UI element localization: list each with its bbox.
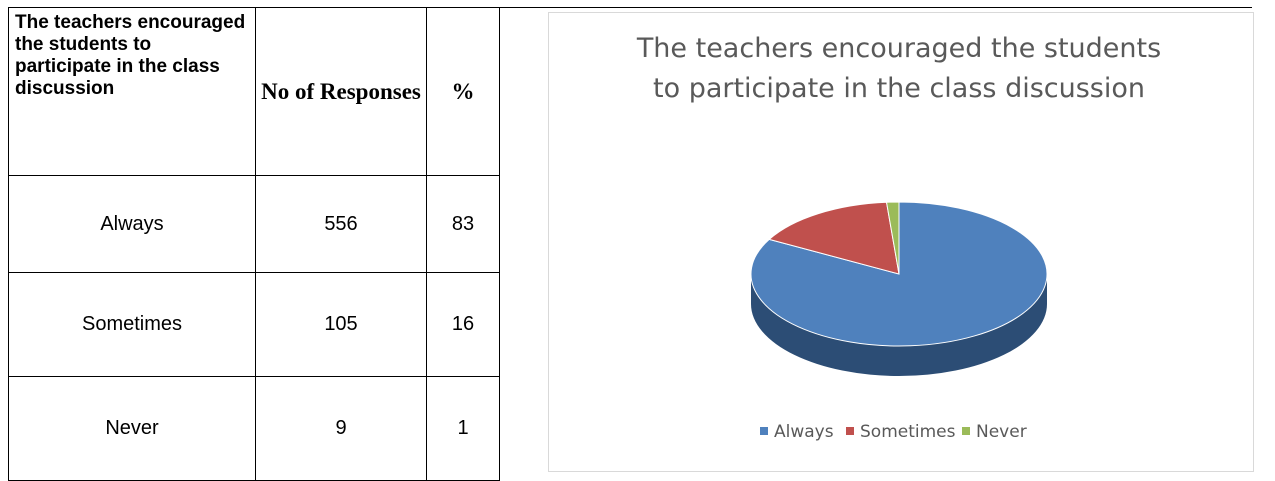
chart: The teachers encouraged the students to … xyxy=(548,12,1254,472)
header-cell: % xyxy=(426,7,500,176)
legend-label: Never xyxy=(976,422,1027,442)
cell: 9 xyxy=(255,376,427,481)
cell: 556 xyxy=(255,175,427,273)
legend-swatch xyxy=(846,427,854,435)
chart-title: The teachers encouraged the students to … xyxy=(636,33,1162,104)
cell: Sometimes xyxy=(8,272,256,377)
cell: 16 xyxy=(426,272,500,377)
pie-side xyxy=(751,274,1047,376)
legend-label: Sometimes xyxy=(860,422,956,442)
cell: Always xyxy=(8,175,256,273)
pie-slice xyxy=(885,201,900,275)
cell: Never xyxy=(8,376,256,481)
chart-plot: Always Sometimes Never xyxy=(750,201,1048,442)
legend-label: Always xyxy=(774,422,834,442)
header-cell: No of Responses xyxy=(255,7,427,176)
legend-swatch xyxy=(760,427,768,435)
cell: 83 xyxy=(426,175,500,273)
cell: 105 xyxy=(255,272,427,377)
header-cell: The teachers encouraged the students to … xyxy=(8,7,256,176)
cell: 1 xyxy=(426,376,500,481)
pie-slice xyxy=(768,201,900,275)
legend-swatch xyxy=(962,427,970,435)
